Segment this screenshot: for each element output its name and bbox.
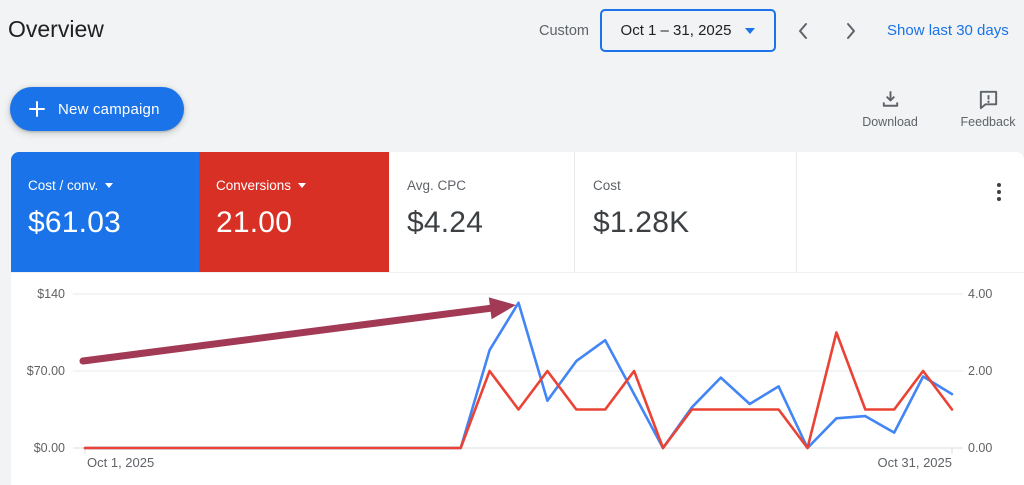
scorecard-avg-cpc[interactable]: Avg. CPC $4.24 bbox=[390, 152, 575, 272]
chevron-down-icon bbox=[745, 27, 756, 34]
show-last-30-days-link[interactable]: Show last 30 days bbox=[887, 22, 1009, 39]
chevron-left-icon bbox=[799, 23, 807, 39]
feedback-button[interactable]: Feedback bbox=[953, 88, 1023, 129]
chevron-right-icon bbox=[847, 23, 855, 39]
date-mode-label: Custom bbox=[539, 23, 589, 39]
chevron-down-icon bbox=[298, 183, 307, 188]
feedback-label: Feedback bbox=[960, 115, 1016, 129]
feedback-icon bbox=[979, 90, 997, 110]
download-button[interactable]: Download bbox=[855, 88, 925, 129]
previous-period-button[interactable] bbox=[790, 18, 816, 44]
scorecard-row: Cost / conv. $61.03 Conversions 21.00 Av… bbox=[11, 152, 1024, 273]
x-axis-start-label: Oct 1, 2025 bbox=[87, 455, 155, 470]
annotation-arrow-shaft bbox=[79, 304, 498, 365]
scorecard-value: 21.00 bbox=[216, 206, 293, 239]
series-line-conversions bbox=[83, 331, 954, 450]
scorecard-label: Cost bbox=[593, 178, 621, 193]
scorecard-value: $1.28K bbox=[593, 206, 690, 239]
scorecard-cost[interactable]: Cost $1.28K bbox=[576, 152, 797, 272]
left-axis-tick-0: $0.00 bbox=[33, 441, 65, 455]
scorecard-label: Conversions bbox=[216, 178, 292, 193]
scorecard-cost-per-conv[interactable]: Cost / conv. $61.03 bbox=[11, 152, 199, 272]
date-range-value: Oct 1 – 31, 2025 bbox=[620, 22, 732, 39]
new-campaign-button[interactable]: New campaign bbox=[10, 87, 184, 131]
right-axis-tick-0: 0.00 bbox=[968, 441, 993, 455]
series-line-cost-conv- bbox=[83, 301, 954, 450]
download-label: Download bbox=[862, 115, 918, 129]
timeseries-chart bbox=[73, 293, 963, 454]
date-range-selector[interactable]: Oct 1 – 31, 2025 bbox=[600, 9, 776, 52]
more-options-button[interactable] bbox=[987, 178, 1011, 206]
plus-icon bbox=[29, 101, 45, 117]
right-axis-tick-4: 4.00 bbox=[968, 287, 993, 301]
right-axis-tick-2: 2.00 bbox=[968, 364, 993, 378]
left-axis-tick-140: $140 bbox=[37, 287, 65, 301]
overview-panel: Cost / conv. $61.03 Conversions 21.00 Av… bbox=[11, 152, 1024, 485]
left-axis-tick-70: $70.00 bbox=[26, 364, 65, 378]
download-icon bbox=[882, 91, 898, 107]
next-period-button[interactable] bbox=[838, 18, 864, 44]
chevron-down-icon bbox=[105, 183, 114, 188]
new-campaign-label: New campaign bbox=[58, 100, 160, 118]
scorecard-value: $61.03 bbox=[28, 206, 121, 239]
annotation-arrow-head bbox=[488, 297, 516, 320]
scorecard-conversions[interactable]: Conversions 21.00 bbox=[199, 152, 389, 272]
page-title: Overview bbox=[8, 16, 104, 42]
x-axis-end-label: Oct 31, 2025 bbox=[877, 455, 952, 470]
scorecard-label: Cost / conv. bbox=[28, 178, 99, 193]
scorecard-label: Avg. CPC bbox=[407, 178, 467, 193]
scorecard-value: $4.24 bbox=[407, 206, 484, 239]
